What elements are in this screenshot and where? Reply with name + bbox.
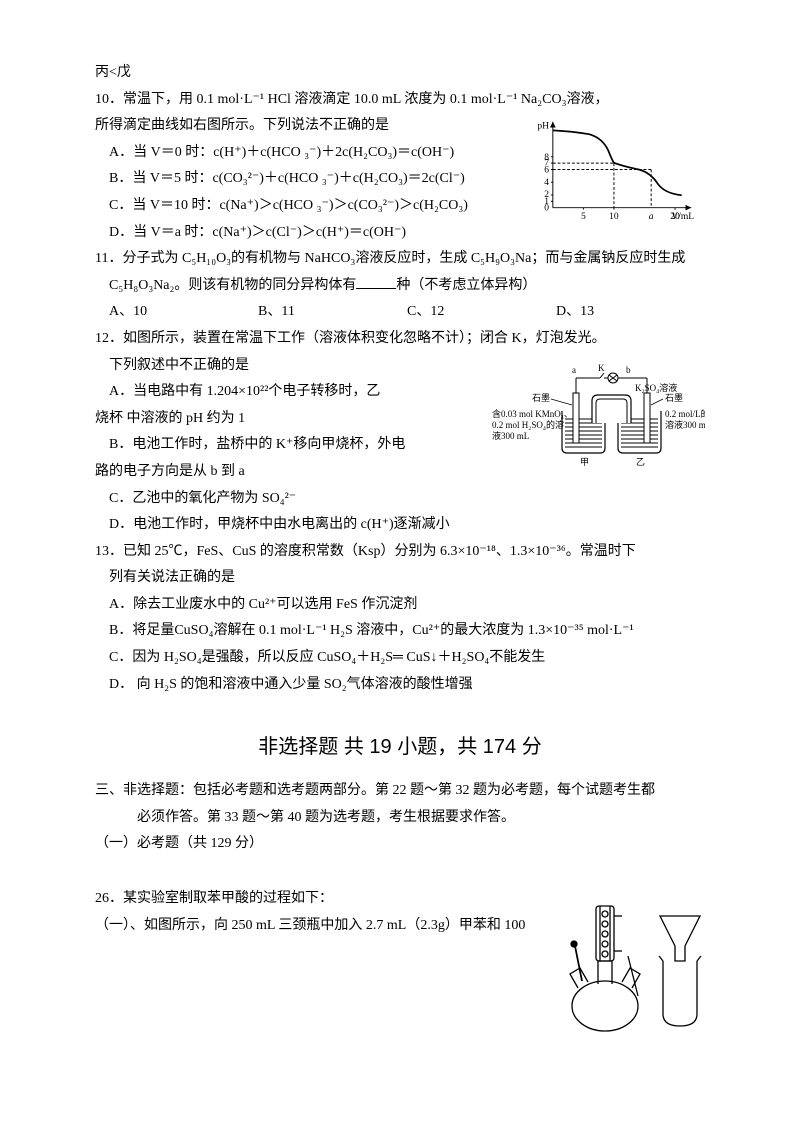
- q11-optD: D、13: [556, 299, 705, 326]
- svg-text:K₂SO₄溶液: K₂SO₄溶液: [635, 382, 677, 393]
- section2-instr2: 必须作答。第 33 题～第 40 题为选考题，考生根据要求作答。: [95, 805, 705, 832]
- svg-text:b: b: [626, 365, 631, 375]
- svg-text:10: 10: [609, 211, 619, 222]
- section2-title: 非选择题 共 19 小题，共 174 分: [95, 728, 705, 766]
- q11-stem1: 11．分子式为 C₅H₁₀O₃的有机物与 NaHCO₃溶液反应时，生成 C₅H₉…: [95, 246, 705, 273]
- q11-stem2-wrap: C₅H₈O₃Na₂。则该有机物的同分异构体有 种（不考虑立体异构）: [95, 273, 705, 300]
- q13-B: B．将足量CuSO₄溶解在 0.1 mol·L⁻¹ H₂S 溶液中，Cu²⁺的最…: [95, 618, 705, 645]
- q13-D: D． 向 H₂S 的饱和溶液中通入少量 SO₂气体溶液的酸性增强: [95, 672, 705, 699]
- svg-text:4: 4: [544, 177, 549, 188]
- q11-optB: B、11: [258, 299, 407, 326]
- q10-chart: 0 1 2 4 6 7 8 pH 5 10 a 20 V/mL: [520, 117, 705, 222]
- svg-text:a: a: [649, 211, 654, 222]
- section2-sub: （一）必考题（共 129 分）: [95, 831, 705, 858]
- svg-text:石墨: 石墨: [532, 393, 550, 403]
- svg-text:2: 2: [544, 189, 549, 200]
- q11-optA: A、10: [109, 299, 258, 326]
- q13-stem1: 13．已知 25℃，FeS、CuS 的溶度积常数（Ksp）分别为 6.3×10⁻…: [95, 539, 705, 566]
- q12-D: D．电池工作时，甲烧杯中由水电离出的 c(H⁺)逐渐减小: [95, 512, 705, 539]
- svg-text:8: 8: [544, 152, 549, 163]
- section2-instr1: 三、非选择题：包括必考题和选考题两部分。第 22 题～第 32 题为必考题，每个…: [95, 778, 705, 805]
- q11-blank: [356, 274, 396, 289]
- svg-text:石墨: 石墨: [665, 393, 683, 403]
- q13-stem2: 列有关说法正确的是: [95, 565, 705, 592]
- svg-text:溶液300 mL: 溶液300 mL: [665, 419, 705, 430]
- q13-A: A．除去工业废水中的 Cu²⁺可以选用 FeS 作沉淀剂: [95, 592, 705, 619]
- svg-text:V/mL: V/mL: [671, 211, 694, 222]
- q10-stem1: 10．常温下，用 0.1 mol·L⁻¹ HCl 溶液滴定 10.0 mL 浓度…: [95, 87, 705, 114]
- q11-optC: C、12: [407, 299, 556, 326]
- svg-text:K: K: [598, 363, 605, 373]
- svg-text:甲: 甲: [580, 457, 589, 467]
- q26-diagram: [550, 886, 705, 1036]
- q12-diagram: a K b K₂SO₄溶液 石墨 石墨 含0.03 mol KMnO₄、 0.2…: [490, 353, 705, 468]
- q12-C: C．乙池中的氧化产物为 SO₄²⁻: [95, 486, 705, 513]
- svg-text:含0.03 mol KMnO₄、: 含0.03 mol KMnO₄、: [492, 408, 573, 419]
- pre-text: 丙<戊: [95, 60, 705, 87]
- q11-stem2b: 种（不考虑立体异构）: [396, 278, 536, 293]
- svg-text:0.2 mol/L的NaHSO₃: 0.2 mol/L的NaHSO₃: [665, 408, 705, 419]
- q11-stem2a: C₅H₈O₃Na₂。则该有机物的同分异构体有: [109, 278, 356, 293]
- q13-C: C．因为 H₂SO₄是强酸，所以反应 CuSO₄＋H₂S═ CuS↓＋H₂SO₄…: [95, 645, 705, 672]
- svg-text:pH: pH: [537, 121, 549, 132]
- svg-text:5: 5: [581, 211, 586, 222]
- svg-text:0.2 mol H₂SO₄的溶: 0.2 mol H₂SO₄的溶: [492, 419, 564, 430]
- svg-text:乙: 乙: [636, 457, 645, 467]
- q11-options: A、10 B、11 C、12 D、13: [95, 299, 705, 326]
- svg-text:液300 mL: 液300 mL: [492, 430, 529, 441]
- q10-optD: D．当 V＝a 时：c(Na⁺)＞c(Cl⁻)＞c(H⁺)＝c(OH⁻): [95, 220, 705, 247]
- svg-text:a: a: [572, 365, 576, 375]
- q12-stem1: 12．如图所示，装置在常温下工作（溶液体积变化忽略不计）；闭合 K，灯泡发光。: [95, 326, 705, 353]
